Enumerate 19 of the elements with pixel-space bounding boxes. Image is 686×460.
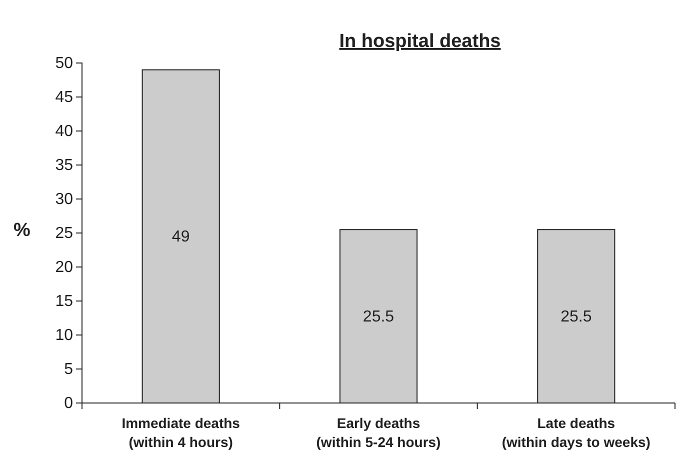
y-tick-label: 40	[55, 123, 74, 140]
y-tick-label: 10	[55, 327, 74, 344]
data-label: 25.5	[560, 308, 592, 326]
chart-title: In hospital deaths	[339, 31, 501, 52]
y-tick-label: 30	[55, 191, 74, 208]
y-tick-label: 20	[55, 259, 74, 276]
data-label: 49	[172, 228, 190, 246]
y-tick-label: 25	[55, 225, 74, 242]
x-tick-label: Late deaths (within days to weeks)	[502, 415, 650, 450]
y-tick-label: 45	[55, 89, 74, 106]
y-tick-label: 5	[64, 361, 74, 378]
x-tick-label: Early deaths (within 5-24 hours)	[316, 415, 441, 450]
data-label: 25.5	[362, 308, 394, 326]
y-tick-label: 15	[55, 293, 74, 310]
y-tick-label: 0	[64, 395, 74, 412]
y-axis-title: %	[14, 220, 31, 241]
y-tick-label: 50	[55, 55, 74, 72]
x-tick-label: Immediate deaths (within 4 hours)	[122, 415, 240, 450]
y-tick-label: 35	[55, 157, 74, 174]
